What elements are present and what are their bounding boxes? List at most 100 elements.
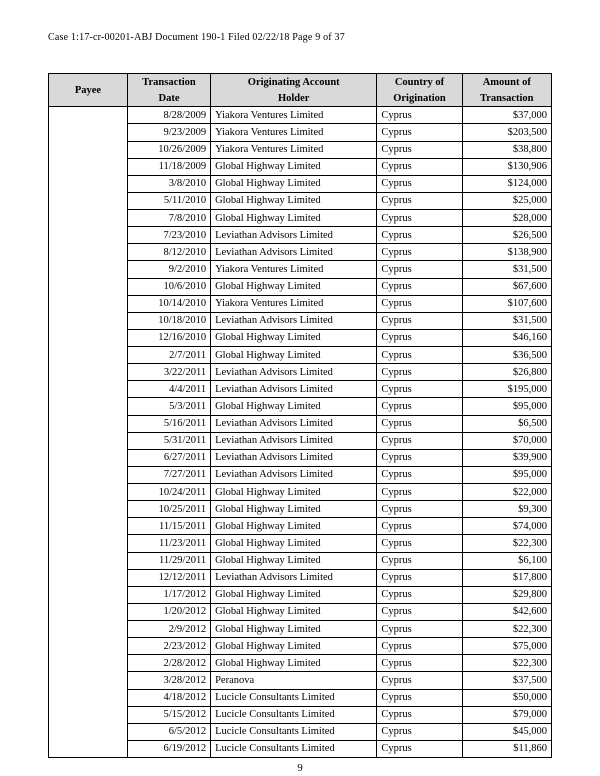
account-cell: Global Highway Limited — [211, 347, 377, 364]
country-cell: Cyprus — [377, 141, 462, 158]
account-cell: Leviathan Advisors Limited — [211, 244, 377, 261]
date-cell: 9/2/2010 — [127, 261, 210, 278]
country-cell: Cyprus — [377, 381, 462, 398]
country-cell: Cyprus — [377, 501, 462, 518]
country-cell: Cyprus — [377, 672, 462, 689]
date-cell: 3/8/2010 — [127, 175, 210, 192]
table-body: 8/28/2009Yiakora Ventures LimitedCyprus$… — [49, 107, 552, 758]
account-cell: Global Highway Limited — [211, 586, 377, 603]
account-cell: Leviathan Advisors Limited — [211, 415, 377, 432]
date-cell: 11/15/2011 — [127, 518, 210, 535]
amount-cell: $37,000 — [462, 107, 551, 124]
amount-cell: $26,500 — [462, 227, 551, 244]
amount-cell: $46,160 — [462, 329, 551, 346]
account-cell: Leviathan Advisors Limited — [211, 312, 377, 329]
date-cell: 8/28/2009 — [127, 107, 210, 124]
col-header-amount-2: Transaction — [462, 90, 551, 107]
country-cell: Cyprus — [377, 466, 462, 483]
col-header-payee: Payee — [49, 74, 128, 107]
amount-cell: $130,906 — [462, 158, 551, 175]
amount-cell: $195,000 — [462, 381, 551, 398]
account-cell: Global Highway Limited — [211, 175, 377, 192]
col-header-country-2: Origination — [377, 90, 462, 107]
amount-cell: $38,800 — [462, 141, 551, 158]
col-header-amount-1: Amount of — [462, 74, 551, 91]
amount-cell: $22,000 — [462, 484, 551, 501]
account-cell: Yiakora Ventures Limited — [211, 124, 377, 141]
date-cell: 1/17/2012 — [127, 586, 210, 603]
account-cell: Leviathan Advisors Limited — [211, 569, 377, 586]
country-cell: Cyprus — [377, 432, 462, 449]
account-cell: Global Highway Limited — [211, 484, 377, 501]
amount-cell: $124,000 — [462, 175, 551, 192]
col-header-country-1: Country of — [377, 74, 462, 91]
country-cell: Cyprus — [377, 638, 462, 655]
country-cell: Cyprus — [377, 740, 462, 757]
country-cell: Cyprus — [377, 552, 462, 569]
amount-cell: $95,000 — [462, 398, 551, 415]
account-cell: Lucicle Consultants Limited — [211, 740, 377, 757]
account-cell: Global Highway Limited — [211, 638, 377, 655]
country-cell: Cyprus — [377, 158, 462, 175]
date-cell: 11/18/2009 — [127, 158, 210, 175]
amount-cell: $36,500 — [462, 347, 551, 364]
country-cell: Cyprus — [377, 107, 462, 124]
country-cell: Cyprus — [377, 586, 462, 603]
amount-cell: $107,600 — [462, 295, 551, 312]
amount-cell: $45,000 — [462, 723, 551, 740]
country-cell: Cyprus — [377, 278, 462, 295]
amount-cell: $42,600 — [462, 603, 551, 620]
amount-cell: $11,860 — [462, 740, 551, 757]
col-header-date-1: Transaction — [127, 74, 210, 91]
country-cell: Cyprus — [377, 603, 462, 620]
account-cell: Leviathan Advisors Limited — [211, 449, 377, 466]
amount-cell: $17,800 — [462, 569, 551, 586]
amount-cell: $75,000 — [462, 638, 551, 655]
account-cell: Global Highway Limited — [211, 398, 377, 415]
country-cell: Cyprus — [377, 398, 462, 415]
case-header: Case 1:17-cr-00201-ABJ Document 190-1 Fi… — [48, 32, 552, 43]
col-header-account-2: Holder — [211, 90, 377, 107]
country-cell: Cyprus — [377, 415, 462, 432]
country-cell: Cyprus — [377, 723, 462, 740]
date-cell: 1/20/2012 — [127, 603, 210, 620]
date-cell: 7/27/2011 — [127, 466, 210, 483]
date-cell: 6/5/2012 — [127, 723, 210, 740]
country-cell: Cyprus — [377, 329, 462, 346]
country-cell: Cyprus — [377, 347, 462, 364]
table-row: 8/28/2009Yiakora Ventures LimitedCyprus$… — [49, 107, 552, 124]
country-cell: Cyprus — [377, 689, 462, 706]
amount-cell: $70,000 — [462, 432, 551, 449]
account-cell: Yiakora Ventures Limited — [211, 107, 377, 124]
country-cell: Cyprus — [377, 244, 462, 261]
date-cell: 10/24/2011 — [127, 484, 210, 501]
country-cell: Cyprus — [377, 192, 462, 209]
date-cell: 10/26/2009 — [127, 141, 210, 158]
col-header-date-2: Date — [127, 90, 210, 107]
date-cell: 11/23/2011 — [127, 535, 210, 552]
date-cell: 6/19/2012 — [127, 740, 210, 757]
country-cell: Cyprus — [377, 518, 462, 535]
account-cell: Yiakora Ventures Limited — [211, 261, 377, 278]
country-cell: Cyprus — [377, 124, 462, 141]
date-cell: 10/18/2010 — [127, 312, 210, 329]
date-cell: 10/25/2011 — [127, 501, 210, 518]
amount-cell: $31,500 — [462, 261, 551, 278]
col-header-account-1: Originating Account — [211, 74, 377, 91]
account-cell: Global Highway Limited — [211, 278, 377, 295]
amount-cell: $74,000 — [462, 518, 551, 535]
country-cell: Cyprus — [377, 535, 462, 552]
amount-cell: $138,900 — [462, 244, 551, 261]
date-cell: 4/4/2011 — [127, 381, 210, 398]
date-cell: 3/28/2012 — [127, 672, 210, 689]
account-cell: Global Highway Limited — [211, 621, 377, 638]
account-cell: Global Highway Limited — [211, 518, 377, 535]
date-cell: 3/22/2011 — [127, 364, 210, 381]
account-cell: Lucicle Consultants Limited — [211, 706, 377, 723]
amount-cell: $39,900 — [462, 449, 551, 466]
date-cell: 5/3/2011 — [127, 398, 210, 415]
amount-cell: $37,500 — [462, 672, 551, 689]
amount-cell: $67,600 — [462, 278, 551, 295]
amount-cell: $28,000 — [462, 210, 551, 227]
date-cell: 10/6/2010 — [127, 278, 210, 295]
